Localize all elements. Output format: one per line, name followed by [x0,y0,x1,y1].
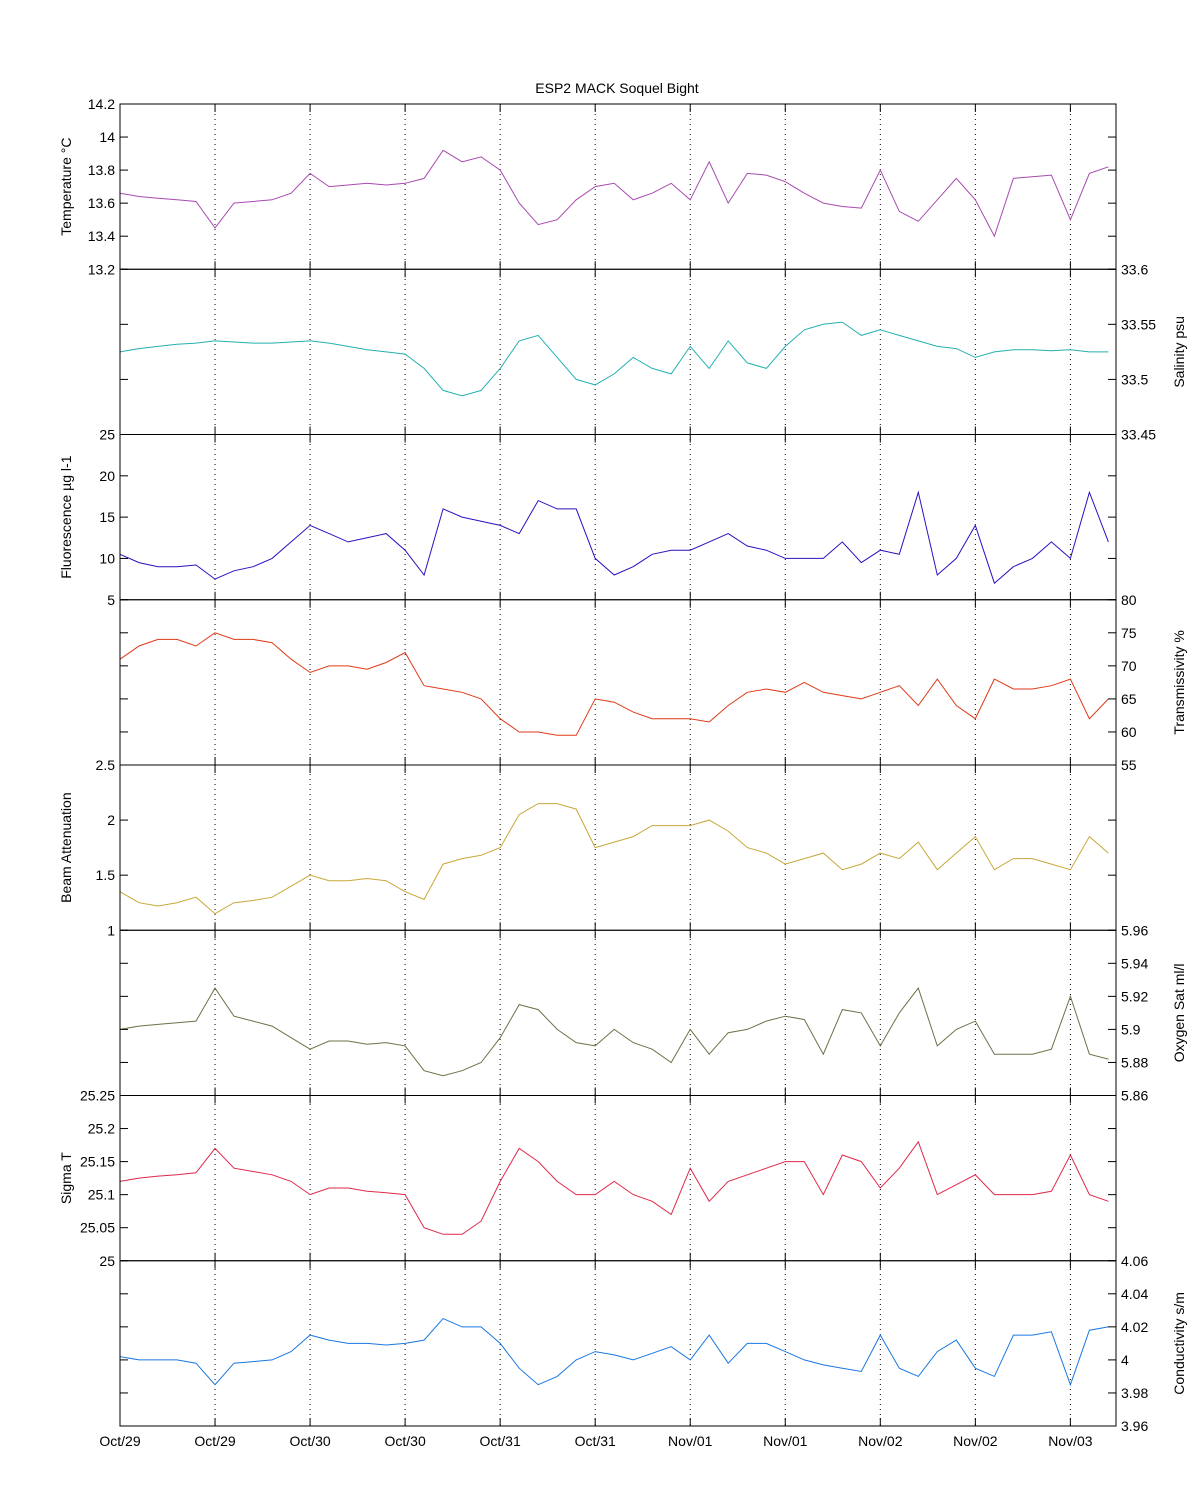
y-tick-label: 4.06 [1121,1253,1148,1269]
y-tick-label: 25 [99,427,115,443]
y-tick-label: 25.2 [88,1121,115,1137]
x-tick-label: Oct/31 [480,1433,521,1449]
y-tick-label: 33.6 [1121,261,1148,277]
y-tick-label: 10 [99,550,115,566]
x-tick-label: Nov/02 [953,1433,998,1449]
y-tick-label: 25.1 [88,1187,115,1203]
y-tick-label: 25.25 [80,1088,115,1104]
y-tick-label: 5.96 [1121,922,1148,938]
panel-frame [119,599,1117,766]
y-tick-label: 5.88 [1121,1054,1148,1070]
y-tick-label: 5.9 [1121,1021,1141,1037]
x-tick-label: Oct/30 [384,1433,425,1449]
y-tick-label: 55 [1121,757,1137,773]
y-tick-label: 15 [99,509,115,525]
x-tick-label: Oct/31 [575,1433,616,1449]
y-tick-label: 13.6 [88,195,115,211]
y-tick-label: 13.2 [88,261,115,277]
panel-frame [119,268,1117,435]
y-axis-label: Salinity psu [1171,316,1187,388]
y-tick-label: 80 [1121,592,1137,608]
y-tick-label: 5.92 [1121,988,1148,1004]
y-tick-label: 4.04 [1121,1286,1148,1302]
y-tick-label: 13.8 [88,162,115,178]
series-line-6 [119,1140,1109,1235]
y-tick-label: 20 [99,468,115,484]
series-line-7 [119,1317,1109,1387]
x-tick-label: Nov/01 [763,1433,808,1449]
y-tick-label: 33.5 [1121,371,1148,387]
y-tick-label: 33.55 [1121,316,1156,332]
y-tick-label: 5.94 [1121,955,1148,971]
y-tick-label: 25.05 [80,1220,115,1236]
series-line-3 [119,632,1109,736]
x-tick-label: Oct/30 [289,1433,330,1449]
y-axis-label: Oxygen Sat ml/l [1171,963,1187,1062]
y-tick-label: 5.86 [1121,1088,1148,1104]
series-line-0 [119,149,1109,238]
x-tick-label: Nov/01 [668,1433,713,1449]
y-tick-label: 65 [1121,691,1137,707]
y-tick-label: 33.45 [1121,427,1156,443]
y-tick-label: 2.5 [96,757,116,773]
x-tick-label: Nov/03 [1048,1433,1093,1449]
panel-frame [119,1095,1117,1262]
y-tick-label: 2 [107,812,115,828]
y-tick-label: 5 [107,592,115,608]
y-tick-label: 25 [99,1253,115,1269]
series-line-2 [119,490,1109,585]
series-line-1 [119,321,1109,397]
y-tick-label: 4.02 [1121,1319,1148,1335]
y-axis-label: Conductivity s/m [1171,1292,1187,1395]
y-tick-label: 1.5 [96,867,116,883]
y-axis-label: Fluorescence µg l-1 [58,455,74,578]
y-tick-label: 75 [1121,625,1137,641]
y-tick-label: 3.96 [1121,1418,1148,1434]
y-axis-label: Sigma T [58,1152,74,1204]
y-tick-label: 60 [1121,724,1137,740]
y-tick-label: 4 [1121,1352,1129,1368]
y-tick-label: 1 [107,922,115,938]
x-tick-label: Nov/02 [858,1433,903,1449]
y-tick-label: 13.4 [88,228,115,244]
y-axis-label: Transmissivity % [1171,630,1187,735]
y-tick-label: 14.2 [88,96,115,112]
panel-frame [119,929,1117,1096]
y-tick-label: 70 [1121,658,1137,674]
chart-title: ESP2 MACK Soquel Bight [535,80,699,96]
y-tick-label: 14 [99,129,115,145]
y-axis-label: Temperature °C [58,138,74,236]
y-axis-label: Beam Attenuation [58,792,74,903]
x-tick-label: Oct/29 [194,1433,235,1449]
panel-frame [119,764,1117,931]
x-tick-label: Oct/29 [99,1433,140,1449]
y-tick-label: 3.98 [1121,1385,1148,1401]
series-line-5 [119,987,1109,1077]
y-tick-label: 25.15 [80,1154,115,1170]
panel-frame [119,1260,1117,1427]
series-line-4 [119,803,1109,915]
panel-frame [119,434,1117,601]
